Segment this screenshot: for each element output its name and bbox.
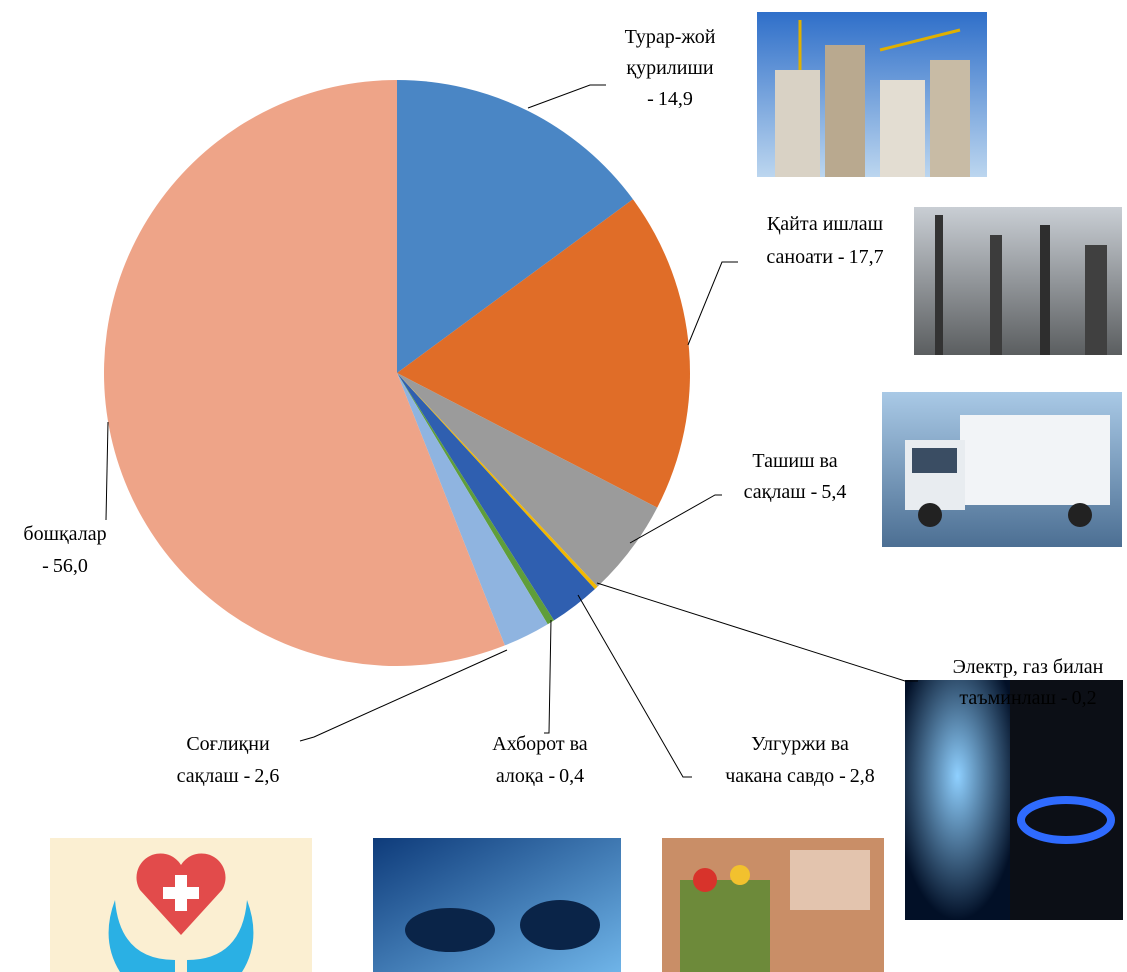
value-label: 0,4 [559,765,584,787]
label-line: чакана савдо - [725,765,846,787]
label-line: бошқалар [23,523,106,545]
chart: Турар-жойқурилиши-14,9Қайта ишлашсаноати… [0,0,1127,972]
value-label: 2,6 [254,765,279,787]
label-line: Электр, газ билан [953,656,1104,678]
value-label: 17,7 [849,246,884,268]
value-label: 0,2 [1072,687,1097,709]
data-label: Ташиш ва сақлаш -5,4 [744,450,847,503]
leader-line [578,595,692,777]
value-label: 5,4 [821,481,846,503]
label-line: алоқа - [496,765,555,787]
label-line: Соғлиқни [186,733,270,755]
data-label: Улгуржи ва чакана савдо -2,8 [725,733,875,787]
label-line: Ахборот ва [492,733,588,755]
leader-line [597,583,918,681]
label-line: сақлаш - [177,765,251,787]
label-line: - [647,88,654,110]
photo-market [662,838,884,972]
label-line: таъминлаш - [959,687,1067,709]
photo-network [373,838,621,972]
photo-truck [882,392,1122,547]
photo-health [50,838,312,972]
photo-industry [914,207,1122,355]
leader-line [544,620,551,733]
data-label: бошқалар -56,0 [23,523,106,577]
data-label: Ахборот ва алоқа -0,4 [492,733,588,787]
label-line: Ташиш ва [752,450,837,472]
value-label: 2,8 [850,765,875,787]
value-label: 56,0 [53,555,88,577]
photo-construction [757,12,987,177]
label-line: - [42,555,49,577]
label-line: қурилиши [626,57,714,79]
leader-line [528,85,606,108]
label-line: сақлаш - [744,481,818,503]
label-line: Улгуржи ва [751,733,849,755]
data-label: Қайта ишлаш саноати -17,7 [766,213,883,268]
leader-line [106,422,108,520]
label-line: Қайта ишлаш [767,213,884,235]
value-label: 14,9 [658,88,693,110]
data-label: Турар-жой қурилиши -14,9 [625,26,716,110]
pie [104,80,690,666]
label-line: саноати - [766,246,844,268]
data-label: Соғлиқни сақлаш -2,6 [177,733,280,787]
photo-energy [905,680,1123,920]
leader-line [688,262,738,345]
label-line: Турар-жой [625,26,716,48]
